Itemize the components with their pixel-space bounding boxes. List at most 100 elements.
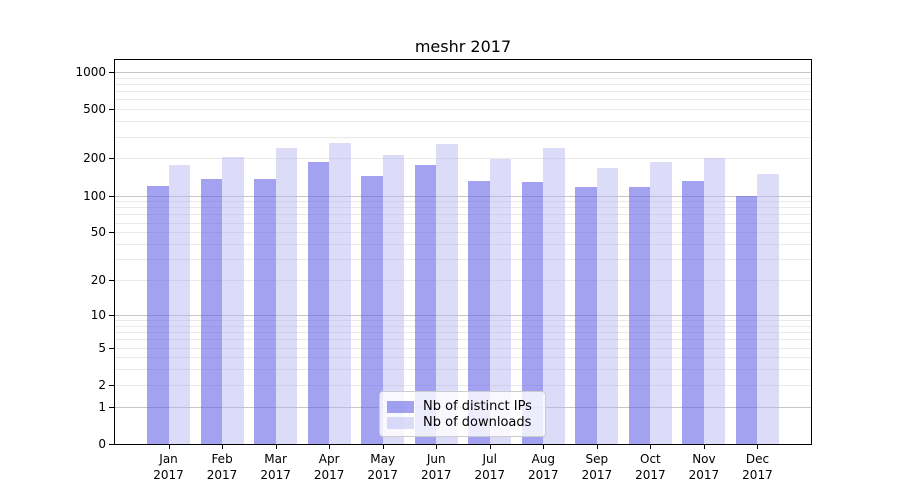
x-tick-label: Oct 2017 xyxy=(620,451,680,483)
x-tick-year: 2017 xyxy=(581,468,613,482)
bar-ips-feb xyxy=(200,179,223,444)
bar-downloads-mar xyxy=(275,148,298,444)
minor-gridline xyxy=(115,207,811,209)
x-tick-mark xyxy=(436,445,438,449)
x-tick-month: Apr xyxy=(318,452,340,466)
x-tick-year: 2017 xyxy=(474,468,506,482)
minor-gridline xyxy=(115,121,811,123)
legend-entry-downloads: Nb of downloads xyxy=(387,415,535,430)
x-tick-label: May 2017 xyxy=(353,451,413,483)
y-tick-mark xyxy=(109,406,114,408)
y-tick-label: 20 xyxy=(90,273,106,288)
x-tick-year: 2017 xyxy=(313,468,345,482)
minor-gridline xyxy=(115,357,811,359)
x-tick-month: Jan xyxy=(159,452,178,466)
minor-gridline xyxy=(115,244,811,246)
x-tick-year: 2017 xyxy=(260,468,291,482)
minor-gridline xyxy=(115,280,811,282)
y-tick-mark xyxy=(109,347,114,349)
legend-label: Nb of distinct IPs xyxy=(423,399,532,414)
minor-gridline xyxy=(115,332,811,334)
y-tick-mark xyxy=(109,280,114,282)
y-tick-label: 5 xyxy=(98,340,106,355)
bar-ips-apr xyxy=(307,162,330,444)
bar-ips-jan xyxy=(147,185,169,444)
major-gridline xyxy=(115,195,811,197)
y-tick-label: 200 xyxy=(83,151,106,166)
legend-swatch-icon xyxy=(387,416,414,429)
x-tick-month: Jun xyxy=(426,452,446,466)
x-tick-label: Dec 2017 xyxy=(727,451,787,483)
legend-label: Nb of downloads xyxy=(423,415,532,430)
x-tick-label: Aug 2017 xyxy=(513,451,573,483)
bar-ips-nov xyxy=(682,180,704,444)
x-tick-label: Jul 2017 xyxy=(460,451,520,483)
x-tick-month: Dec xyxy=(745,452,770,466)
x-tick-label: Mar 2017 xyxy=(246,451,306,483)
y-tick-label: 0 xyxy=(98,437,106,451)
x-tick-month: Feb xyxy=(211,452,233,466)
x-tick-year: 2017 xyxy=(742,468,773,482)
y-tick-mark xyxy=(109,232,114,234)
bar-ips-dec xyxy=(735,196,758,444)
y-tick-label: 10 xyxy=(90,307,106,322)
bar-downloads-dec xyxy=(757,173,779,444)
minor-gridline xyxy=(115,136,811,138)
bar-downloads-sep xyxy=(596,167,619,444)
minor-gridline xyxy=(115,214,811,216)
minor-gridline xyxy=(115,325,811,327)
bar-downloads-apr xyxy=(329,143,351,444)
bar-ips-jul xyxy=(468,181,490,444)
chart-title: meshr 2017 xyxy=(414,37,512,56)
x-tick-mark xyxy=(543,445,545,449)
x-tick-year: 2017 xyxy=(206,468,238,482)
y-tick-mark xyxy=(109,158,114,160)
bar-downloads-aug xyxy=(543,148,565,444)
x-tick-month: Jul xyxy=(482,452,497,466)
bar-ips-aug xyxy=(521,182,544,444)
y-tick-label: 500 xyxy=(83,102,106,117)
bar-downloads-feb xyxy=(222,157,244,444)
x-tick-year: 2017 xyxy=(635,468,666,482)
minor-gridline xyxy=(115,201,811,203)
x-tick-label: Apr 2017 xyxy=(299,451,359,483)
minor-gridline xyxy=(115,369,811,371)
bar-ips-sep xyxy=(575,186,597,444)
x-tick-month: May xyxy=(370,452,396,466)
legend: Nb of distinct IPs Nb of downloads xyxy=(379,391,546,437)
y-tick-mark xyxy=(109,314,114,316)
x-tick-mark xyxy=(489,445,491,449)
minor-gridline xyxy=(115,84,811,85)
y-tick-mark xyxy=(109,444,114,445)
legend-entry-ips: Nb of distinct IPs xyxy=(387,399,535,414)
y-tick-mark xyxy=(109,384,114,386)
x-tick-label: Jun 2017 xyxy=(406,451,466,483)
bar-ips-may xyxy=(361,176,383,444)
bar-ips-mar xyxy=(254,179,276,444)
y-tick-label: 1 xyxy=(98,399,106,414)
x-tick-year: 2017 xyxy=(153,468,184,482)
x-tick-month: Nov xyxy=(692,452,716,466)
y-tick-label: 1000 xyxy=(75,65,106,79)
bar-ips-jun xyxy=(414,164,437,444)
y-tick-label: 100 xyxy=(83,188,106,203)
x-tick-label: Nov 2017 xyxy=(674,451,734,483)
x-tick-year: 2017 xyxy=(688,468,720,482)
x-tick-year: 2017 xyxy=(420,468,452,482)
minor-gridline xyxy=(115,232,811,234)
bar-downloads-jan xyxy=(168,164,191,444)
x-tick-mark xyxy=(382,445,384,449)
x-tick-month: Sep xyxy=(585,452,609,466)
minor-gridline xyxy=(115,320,811,322)
minor-gridline xyxy=(115,158,811,160)
bar-downloads-oct xyxy=(650,162,672,444)
minor-gridline xyxy=(115,109,811,111)
major-gridline xyxy=(115,314,811,316)
bar-ips-oct xyxy=(628,186,651,444)
y-tick-mark xyxy=(109,109,114,111)
bar-downloads-jun xyxy=(436,143,458,444)
bar-downloads-nov xyxy=(703,157,726,444)
plot-area xyxy=(114,59,812,445)
y-tick-mark xyxy=(109,195,114,197)
x-tick-year: 2017 xyxy=(367,468,398,482)
